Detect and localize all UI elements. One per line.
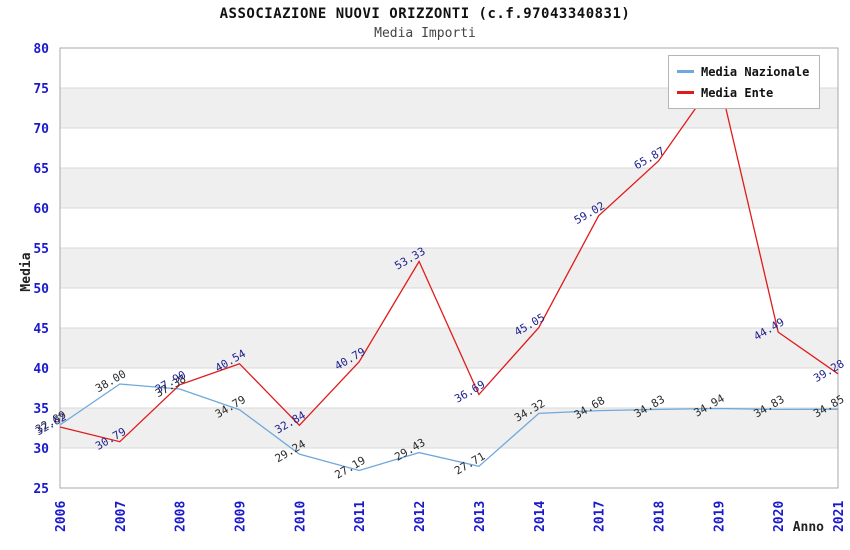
x-tick-label: 2007 [114, 501, 129, 532]
y-tick-label: 40 [33, 362, 49, 377]
x-tick-label: 2008 [174, 501, 189, 532]
plot-stripe [60, 248, 838, 288]
x-tick-label: 2009 [234, 501, 249, 532]
legend-item-media-ente: Media Ente [677, 82, 809, 103]
x-tick-label: 2021 [832, 501, 847, 532]
x-tick-label: 2018 [652, 501, 667, 532]
x-tick-label: 2019 [712, 501, 727, 532]
y-tick-label: 75 [33, 82, 49, 97]
x-tick-label: 2012 [413, 501, 428, 532]
plot-stripe [60, 168, 838, 208]
plot-border [59, 47, 839, 489]
x-tick-label: 2017 [593, 501, 608, 532]
legend-label-media-nazionale: Media Nazionale [701, 64, 810, 79]
plot-stripe [60, 328, 838, 368]
data-label: 27.19 [333, 454, 368, 482]
x-tick-label: 2010 [293, 501, 308, 532]
x-tick-label: 2013 [473, 501, 488, 532]
y-tick-label: 60 [33, 202, 49, 217]
y-tick-label: 55 [33, 242, 49, 257]
data-label: 36.69 [452, 378, 487, 406]
y-tick-label: 30 [33, 442, 49, 457]
legend-item-media-nazionale: Media Nazionale [677, 61, 809, 82]
x-axis-title: Anno [793, 520, 824, 535]
plot-stripe [60, 408, 838, 448]
y-tick-label: 50 [33, 282, 49, 297]
legend-label-media-ente: Media Ente [701, 85, 774, 100]
chart-subtitle: Media Importi [374, 26, 476, 41]
y-tick-label: 35 [33, 402, 49, 417]
chart-title: ASSOCIAZIONE NUOVI ORIZZONTI (c.f.970433… [219, 6, 631, 22]
y-axis-title: Media [19, 252, 34, 291]
series-line-media-nazionale [59, 383, 839, 472]
legend-line-swatch-nazionale [677, 70, 694, 73]
data-label: 38.00 [93, 367, 128, 395]
data-label: 27.71 [452, 450, 487, 478]
legend: Media Nazionale Media Ente [668, 55, 821, 109]
y-tick-label: 45 [33, 322, 49, 337]
x-tick-label: 2011 [353, 501, 368, 532]
legend-line-swatch-ente [677, 91, 694, 94]
x-tick-label: 2020 [772, 501, 787, 532]
y-tick-label: 25 [33, 482, 49, 497]
x-tick-label: 2014 [533, 501, 548, 532]
x-tick-label: 2006 [54, 501, 69, 532]
y-tick-label: 80 [33, 42, 49, 57]
y-tick-label: 65 [33, 162, 49, 177]
y-tick-label: 70 [33, 122, 49, 137]
